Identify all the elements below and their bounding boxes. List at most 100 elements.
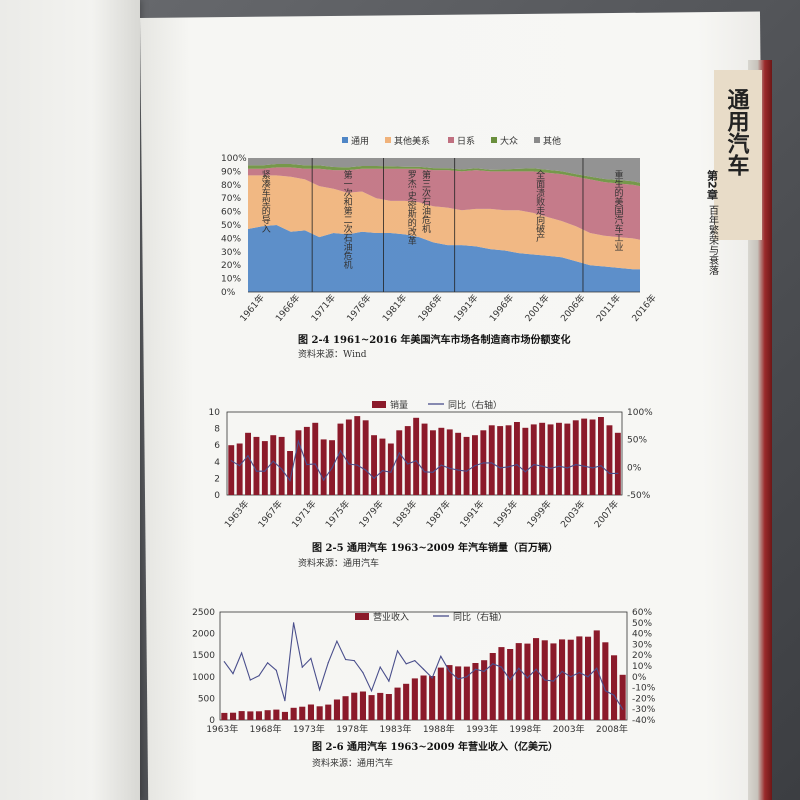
- fig24-xtick-11: 2016年: [629, 292, 659, 324]
- fig26-bar-14: [342, 696, 349, 720]
- fig26-bar-36: [533, 638, 540, 720]
- fig26-legend: 营业收入 同比（右轴）: [355, 611, 507, 623]
- fig24-ytick-9: 10%: [221, 275, 241, 285]
- fig26-yoy-point-33: [509, 679, 511, 681]
- fig25-yoy-point-3: [255, 470, 257, 472]
- fig25-yoy-point-38: [550, 467, 552, 469]
- fig25-xtick-2: 1971年: [289, 498, 319, 530]
- fig26-bar-35: [524, 643, 531, 720]
- fig25-bar-26: [446, 429, 453, 495]
- fig26-yoy-point-20: [396, 650, 399, 652]
- fig26-bar-21: [403, 683, 410, 720]
- chapter-label: 第2章: [706, 169, 719, 201]
- fig24-xtick-3: 1976年: [344, 292, 374, 324]
- fig26-bar-26: [446, 665, 453, 720]
- fig26-yoy-point-28: [466, 676, 468, 678]
- fig26-yoy-point-25: [440, 655, 442, 657]
- fig26-yoy-point-42: [587, 676, 589, 678]
- fig26-yoy-line: [223, 622, 624, 710]
- fig26-y2tick-8: -20%: [632, 694, 656, 704]
- fig26-y2-axis: 60%50%40%30%20%10%0%-10%-20%-30%-40%: [632, 608, 656, 726]
- fig26-bar-40: [567, 639, 574, 720]
- fig24-ytick-1: 90%: [221, 167, 241, 177]
- fig25-xtick-8: 1995年: [491, 498, 521, 530]
- fig26-yoy-point-36: [535, 668, 537, 670]
- fig26-yoy-point-34: [518, 667, 520, 669]
- fig24-ytick-4: 60%: [221, 208, 241, 218]
- fig26-yoy-point-13: [336, 640, 338, 642]
- fig24-xtick-1: 1966年: [273, 292, 303, 324]
- fig25-bar-29: [472, 435, 478, 495]
- fig24-annotation-5: 重生的美国汽车工业: [612, 169, 623, 251]
- fig25-yoy-point-16: [365, 469, 367, 471]
- fig25-yoy-point-42: [583, 465, 585, 467]
- fig25-bar-33: [505, 425, 512, 495]
- fig25-bar-13: [337, 423, 344, 495]
- fig26-bar-18: [377, 692, 384, 720]
- fig26-yoy-point-23: [422, 668, 425, 670]
- fig25-yoy-point-25: [440, 464, 442, 466]
- fig25-bar-46: [614, 432, 621, 496]
- fig24-area-3: [248, 164, 640, 187]
- fig25-yoy-point-46: [617, 472, 619, 474]
- fig25-yoy-point-21: [407, 463, 409, 465]
- fig25-bar-4: [261, 441, 268, 495]
- fig24-legend-swatch-4: [534, 137, 540, 143]
- fig25-bar-8: [295, 430, 302, 495]
- fig25-xtick-3: 1975年: [323, 498, 353, 530]
- fig25-yoy-point-7: [289, 480, 291, 482]
- fig25-bars: [226, 411, 623, 496]
- fig26-yoy-point-15: [353, 660, 355, 662]
- fig26-yoy-point-22: [414, 660, 416, 662]
- fig24-ytick-8: 20%: [221, 261, 241, 271]
- fig26-ytick-3: 1000: [192, 673, 215, 683]
- fig26-yoy-point-11: [319, 689, 321, 691]
- fig26-bar-1: [230, 712, 237, 720]
- fig26-ytick-1: 2000: [192, 630, 215, 640]
- fig24-legend-label-2: 日系: [457, 136, 475, 147]
- fig25-xtick-0: 1963年: [222, 498, 252, 530]
- fig24-xtick-9: 2006年: [558, 292, 588, 324]
- fig24-legend-swatch-1: [385, 137, 391, 143]
- fig25-bar-9: [303, 426, 310, 495]
- fig26-bar-19: [385, 694, 392, 720]
- fig26-yoy-point-24: [431, 677, 433, 679]
- fig25-legend-bar-swatch: [372, 401, 386, 408]
- fig26-bar-4: [255, 711, 262, 720]
- fig25-bar-25: [438, 427, 445, 495]
- fig26-bar-20: [394, 687, 401, 720]
- fig26-yoy-point-44: [604, 690, 607, 692]
- fig26-legend-bar-swatch: [355, 613, 369, 620]
- fig26-legend-label-0: 营业收入: [373, 611, 409, 623]
- fig26-y2tick-10: -40%: [632, 716, 656, 726]
- fig26-bar-15: [351, 692, 358, 720]
- fig26-y2tick-3: 30%: [632, 640, 652, 650]
- fig25-yoy-point-24: [432, 471, 434, 473]
- fig26-yoy-point-14: [345, 658, 347, 661]
- fig24-xtick-4: 1981年: [380, 292, 410, 324]
- fig24-ytick-3: 70%: [221, 194, 241, 204]
- fig24-legend-label-4: 其他: [543, 135, 561, 147]
- fig25-yoy-point-1: [239, 465, 241, 467]
- fig24-ytick-7: 30%: [221, 248, 241, 258]
- fig26-bar-5: [264, 710, 271, 720]
- fig25-bar-40: [564, 423, 571, 495]
- fig24-xtick-10: 2011年: [593, 292, 623, 324]
- fig24-y-axis: 100% 90% 80% 70% 60% 50% 40% 30% 20% 10% 0%: [221, 154, 247, 298]
- fig26-xtick-2: 1973年: [293, 723, 325, 735]
- fig26-xtick-7: 1998年: [509, 723, 541, 735]
- fig26-bar-3: [247, 711, 254, 720]
- fig24-dividers: [311, 158, 584, 292]
- fig24-annotation-2: 罗杰·史密斯的改革: [406, 170, 417, 246]
- fig25-yoy-point-23: [423, 471, 426, 473]
- fig25-xtick-9: 1999年: [524, 498, 554, 530]
- fig26-bar-10: [307, 704, 314, 720]
- fig26-bars: [219, 611, 628, 721]
- fig26-yoy-point-18: [379, 666, 381, 668]
- fig25-bar-18: [379, 438, 386, 495]
- fig25-yoy-point-11: [323, 479, 325, 481]
- fig26-bar-31: [489, 653, 496, 720]
- fig24-annotation-1: 第一次和第二次石油危机: [342, 169, 353, 270]
- fig25-ytick-1: 8: [214, 425, 220, 435]
- fig25-bar-28: [463, 436, 470, 495]
